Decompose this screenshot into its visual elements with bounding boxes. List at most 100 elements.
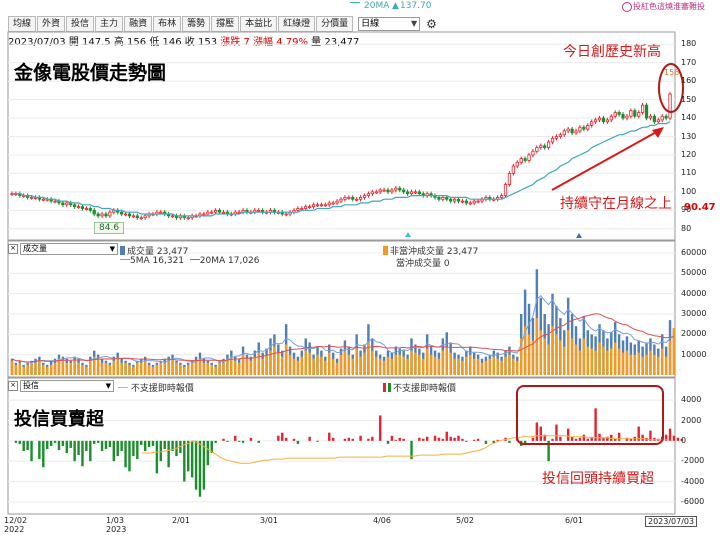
nonday-volume-bar xyxy=(120,362,123,375)
nonday-volume-bar xyxy=(77,362,80,375)
candle-body xyxy=(637,112,641,117)
invest-bar xyxy=(237,440,241,442)
nonday-volume-bar xyxy=(304,350,307,375)
candle-body xyxy=(566,128,570,132)
nonday-volume-bar xyxy=(371,350,374,375)
price-tick-label: 160 xyxy=(681,76,697,86)
nonday-volume-bar xyxy=(10,360,14,375)
invest-bar xyxy=(143,440,147,451)
nonday-volume-bar xyxy=(359,356,362,375)
candle-body xyxy=(210,211,214,214)
invest-bar xyxy=(386,440,390,444)
nonday-volume-bar xyxy=(308,352,311,375)
invest-bar xyxy=(65,440,69,454)
price-tick-label: 150 xyxy=(681,94,697,104)
nonday-volume-bar xyxy=(167,360,170,375)
nonday-volume-bar xyxy=(551,326,554,375)
candle-body xyxy=(660,115,664,121)
quote-high: 156 xyxy=(127,37,147,48)
nonday-volume-bar xyxy=(210,364,213,375)
nonday-volume-bar xyxy=(100,362,104,375)
invest-bar xyxy=(449,436,452,441)
top-legend-bar: 20MA ▲ 137.70 投紅色這燒淮審難投 xyxy=(0,0,720,16)
candle-body xyxy=(327,202,331,206)
candle-body xyxy=(550,137,555,143)
nonday-volume-bar xyxy=(18,362,22,375)
invest-bar xyxy=(281,432,284,441)
invest-bar xyxy=(132,440,135,457)
ma20-swatch xyxy=(189,259,200,260)
invest-legend-line: 不支援即時報價 xyxy=(118,381,194,394)
candle-body xyxy=(378,189,382,193)
candle-body xyxy=(394,187,398,191)
invest-bar xyxy=(676,437,680,441)
nonday-volume-bar xyxy=(136,362,139,375)
invest-bar xyxy=(277,435,280,441)
candle-body xyxy=(578,126,582,132)
last-price-label: 90.47 xyxy=(684,202,716,213)
nonday-volume-bar xyxy=(331,358,335,375)
invest-bar xyxy=(214,440,217,443)
nonday-volume-bar xyxy=(512,358,515,375)
candle-body xyxy=(586,125,590,130)
invest-bar xyxy=(136,440,139,460)
candle-body xyxy=(96,213,100,217)
invest-bar xyxy=(38,440,41,460)
candle-body xyxy=(366,193,371,196)
candle-body xyxy=(382,189,386,192)
candle-body xyxy=(104,213,108,217)
x-year-label: 2022 xyxy=(4,525,25,534)
nonday-volume-bar xyxy=(586,346,589,375)
invest-bar xyxy=(625,437,629,441)
invest-bar xyxy=(53,440,57,443)
invest-tick-label: 4000 xyxy=(681,395,702,405)
nonday-volume-bar xyxy=(496,358,499,375)
invest-bar xyxy=(69,440,72,448)
invest-bar xyxy=(437,437,441,441)
nonday-volume-bar xyxy=(657,356,660,375)
nonday-volume-bar xyxy=(441,350,445,375)
nonday-volume-bar xyxy=(42,364,45,375)
gear-icon[interactable]: ⚙ xyxy=(426,17,437,31)
invest-bar xyxy=(367,438,370,441)
nonday-volume-bar xyxy=(30,362,33,375)
invest-bar xyxy=(523,440,527,444)
volume-legend-day: 當沖成交量 0 xyxy=(396,256,450,269)
nonday-volume-bar xyxy=(194,360,198,375)
close-icon[interactable]: × xyxy=(8,244,18,254)
candle-body xyxy=(214,209,218,213)
period-select[interactable]: 日線 ▼ xyxy=(358,17,421,31)
quote-close: 153 xyxy=(197,37,218,48)
invest-bar xyxy=(547,440,550,462)
nonday-volume-bar xyxy=(660,348,664,375)
invest-bar xyxy=(637,426,640,441)
nonday-volume-bar xyxy=(535,318,539,375)
candle-body xyxy=(386,189,390,193)
nonday-volume-bar xyxy=(237,362,241,375)
nonday-volume-bar xyxy=(335,362,339,375)
nonday-volume-bar xyxy=(347,354,351,375)
volume-legend-20ma-label: 20MA xyxy=(199,256,226,266)
invest-indicator-select[interactable]: 投信 ▼ xyxy=(20,380,114,392)
brand-text: 投紅色這燒淮審難投 xyxy=(633,2,705,11)
nonday-volume-bar xyxy=(378,358,382,375)
quote-pct-label: 漲幅 xyxy=(253,37,273,48)
nonday-swatch xyxy=(383,246,388,255)
candle-body xyxy=(409,191,414,195)
nonday-volume-bar xyxy=(472,358,476,375)
nonday-volume-bar xyxy=(555,334,558,375)
nonday-volume-bar xyxy=(668,340,672,375)
x-tick-label: 6/01 xyxy=(565,516,583,525)
close-icon[interactable]: × xyxy=(8,381,18,391)
nonday-volume-bar xyxy=(273,346,276,375)
quote-low-label: 低 xyxy=(149,37,160,48)
volume-indicator-select[interactable]: 成交量 ▼ xyxy=(20,243,118,255)
nonday-volume-bar xyxy=(230,356,233,375)
trend-arrow-line xyxy=(551,129,661,191)
nonday-volume-bar xyxy=(402,356,405,375)
price-tick-label: 110 xyxy=(681,168,697,178)
current-date-label: 2023/07/03 xyxy=(645,516,698,527)
candle-body xyxy=(221,211,226,214)
candle-body xyxy=(405,191,410,195)
